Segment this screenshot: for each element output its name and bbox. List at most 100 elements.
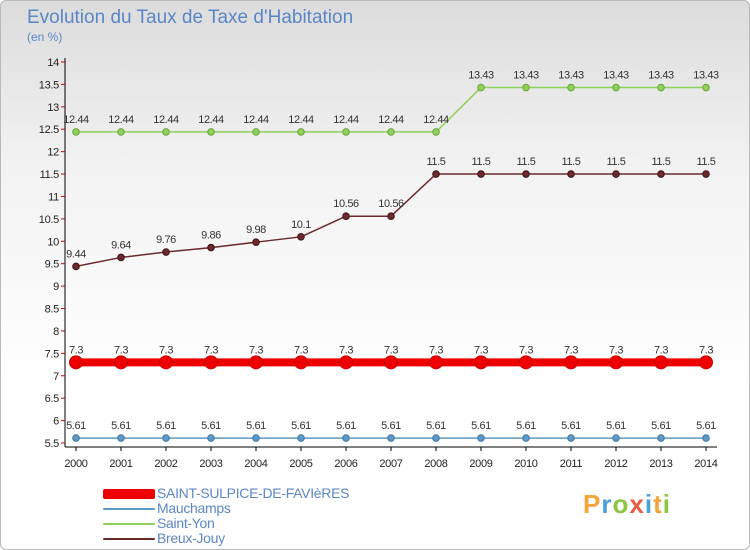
data-label: 12.44 — [108, 114, 134, 126]
data-label: 5.61 — [696, 420, 716, 432]
data-label: 5.61 — [336, 420, 356, 432]
data-label: 12.44 — [198, 114, 224, 126]
data-point — [72, 262, 80, 271]
data-label: 12.44 — [63, 114, 89, 126]
data-point — [342, 212, 350, 220]
data-label: 13.43 — [513, 70, 539, 82]
data-label: 7.3 — [519, 344, 533, 356]
data-point — [117, 434, 125, 442]
x-tick-label: 2007 — [379, 458, 402, 470]
x-tick-label: 2008 — [424, 458, 447, 470]
data-point — [612, 170, 620, 178]
data-label: 7.3 — [294, 344, 308, 356]
data-label: 12.44 — [423, 114, 449, 126]
x-tick-label: 2013 — [649, 458, 672, 470]
data-point — [297, 233, 305, 241]
data-point — [432, 170, 440, 178]
data-point — [297, 434, 305, 442]
y-tick-label: 6 — [53, 416, 59, 428]
x-tick-label: 2002 — [154, 458, 177, 470]
data-point — [207, 243, 215, 252]
logo-letter: r — [601, 489, 613, 519]
data-point — [477, 434, 485, 442]
legend-label: Saint-Yon — [157, 515, 215, 531]
data-label: 11.5 — [652, 156, 671, 168]
data-point — [162, 248, 170, 256]
data-label: 13.43 — [558, 70, 584, 82]
x-tick-label: 2005 — [289, 458, 312, 470]
data-label: 7.3 — [339, 344, 353, 356]
x-tick-label: 2006 — [334, 458, 357, 470]
data-point — [612, 83, 620, 92]
data-point — [159, 355, 173, 370]
y-tick-label: 9 — [53, 281, 59, 293]
data-label: 5.61 — [66, 420, 86, 432]
data-point — [342, 434, 350, 442]
data-label: 11.5 — [517, 156, 536, 168]
proxiti-logo: Proxiti — [583, 489, 671, 520]
legend-label: Breux-Jouy — [157, 530, 225, 546]
y-tick-label: 10.5 — [39, 214, 59, 226]
y-tick-label: 14 — [47, 57, 59, 69]
data-label: 10.1 — [291, 219, 311, 231]
data-label: 7.3 — [159, 344, 173, 356]
data-point — [657, 170, 665, 178]
y-tick-label: 11.5 — [40, 169, 60, 181]
data-point — [567, 170, 575, 178]
legend-label: SAINT-SULPICE-DE-FAVIèRES — [157, 485, 350, 501]
data-point — [567, 434, 575, 442]
data-label: 7.3 — [384, 344, 398, 356]
y-tick-label: 6.5 — [45, 393, 60, 405]
data-label: 12.44 — [333, 114, 359, 126]
x-tick-label: 2009 — [469, 458, 492, 470]
data-point — [162, 128, 170, 136]
data-label: 9.86 — [201, 230, 221, 242]
data-label: 7.3 — [204, 344, 218, 356]
y-tick-label: 8.5 — [45, 304, 60, 316]
data-label: 13.43 — [603, 70, 629, 82]
chart-title: Evolution du Taux de Taxe d'Habitation — [27, 7, 354, 28]
data-point — [432, 128, 440, 136]
data-point — [249, 355, 263, 370]
data-point — [162, 434, 170, 442]
data-point — [204, 355, 218, 370]
y-tick-label: 13 — [47, 102, 59, 114]
data-label: 13.43 — [468, 70, 494, 82]
data-label: 7.3 — [249, 344, 263, 356]
data-label: 13.43 — [648, 70, 674, 82]
data-label: 7.3 — [699, 344, 713, 356]
data-point — [252, 128, 260, 136]
data-label: 10.56 — [378, 198, 404, 210]
y-tick-label: 12.5 — [39, 124, 59, 136]
data-point — [702, 83, 710, 92]
data-point — [522, 434, 530, 442]
data-point — [657, 83, 665, 92]
data-label: 7.3 — [654, 344, 668, 356]
legend-swatch — [103, 523, 155, 525]
data-point — [657, 434, 665, 442]
data-label: 12.44 — [288, 114, 314, 126]
y-tick-label: 10 — [47, 236, 59, 248]
legend-swatch — [103, 508, 155, 510]
logo-letter: i — [662, 489, 671, 519]
data-label: 9.64 — [111, 239, 131, 251]
data-point — [432, 434, 440, 442]
data-label: 12.44 — [153, 114, 179, 126]
data-label: 9.98 — [246, 224, 266, 236]
x-tick-label: 2003 — [199, 458, 222, 470]
data-label: 10.56 — [333, 198, 359, 210]
data-point — [612, 434, 620, 442]
data-point — [72, 128, 80, 136]
data-point — [609, 355, 623, 370]
data-point — [114, 355, 128, 370]
legend-label: Mauchamps — [157, 500, 231, 516]
data-label: 5.61 — [381, 420, 401, 432]
data-point — [522, 170, 530, 178]
logo-letter: i — [644, 489, 654, 519]
series-line-breux-jouy — [75, 173, 707, 268]
data-point — [699, 355, 713, 370]
x-tick-label: 2014 — [694, 458, 717, 470]
y-tick-label: 9.5 — [45, 259, 60, 271]
data-label: 5.61 — [201, 420, 221, 432]
